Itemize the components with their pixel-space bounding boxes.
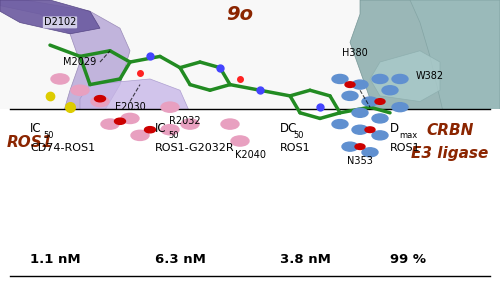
Circle shape xyxy=(144,127,156,133)
Text: W382: W382 xyxy=(416,71,444,81)
Polygon shape xyxy=(80,79,190,152)
Circle shape xyxy=(71,85,89,95)
Text: D: D xyxy=(390,122,399,135)
Circle shape xyxy=(362,97,378,106)
Circle shape xyxy=(231,136,249,146)
Circle shape xyxy=(392,74,408,83)
Text: CRBN: CRBN xyxy=(426,123,474,138)
Bar xyxy=(0,0,500,175)
Text: M2029: M2029 xyxy=(64,57,96,67)
Circle shape xyxy=(101,119,119,129)
Circle shape xyxy=(51,74,69,84)
Text: IC: IC xyxy=(30,122,42,135)
Polygon shape xyxy=(0,0,130,175)
Text: R2032: R2032 xyxy=(169,116,201,126)
Circle shape xyxy=(114,118,126,124)
Circle shape xyxy=(375,99,385,104)
Text: 50: 50 xyxy=(168,131,178,140)
Circle shape xyxy=(355,144,365,149)
Circle shape xyxy=(181,119,199,129)
Circle shape xyxy=(342,142,358,151)
Circle shape xyxy=(94,96,106,102)
Text: IC: IC xyxy=(155,122,166,135)
Text: K2040: K2040 xyxy=(234,150,266,160)
Text: N353: N353 xyxy=(347,156,373,166)
Circle shape xyxy=(372,131,388,140)
Circle shape xyxy=(352,125,368,134)
Circle shape xyxy=(91,96,109,107)
Text: ROS1-G2032R: ROS1-G2032R xyxy=(155,143,234,153)
Polygon shape xyxy=(350,0,500,175)
Circle shape xyxy=(392,103,408,112)
Text: CD74-ROS1: CD74-ROS1 xyxy=(30,143,95,153)
Polygon shape xyxy=(130,118,260,175)
Circle shape xyxy=(342,91,358,100)
Circle shape xyxy=(382,86,398,95)
Text: 50: 50 xyxy=(293,131,304,140)
Text: 6.3 nM: 6.3 nM xyxy=(155,253,206,266)
Text: max: max xyxy=(399,131,417,140)
Text: 3.8 nM: 3.8 nM xyxy=(280,253,331,266)
Circle shape xyxy=(121,113,139,124)
Circle shape xyxy=(365,127,375,133)
Text: DC: DC xyxy=(280,122,297,135)
Circle shape xyxy=(372,74,388,83)
Circle shape xyxy=(161,125,179,135)
Polygon shape xyxy=(410,0,500,175)
Circle shape xyxy=(221,119,239,129)
Text: ROS1: ROS1 xyxy=(280,143,310,153)
Text: E2030: E2030 xyxy=(114,102,146,112)
Text: 9o: 9o xyxy=(226,5,254,24)
Text: 50: 50 xyxy=(43,131,54,140)
Text: 1.1 nM: 1.1 nM xyxy=(30,253,80,266)
Circle shape xyxy=(332,120,348,129)
Text: H380: H380 xyxy=(342,49,368,58)
Polygon shape xyxy=(370,51,440,102)
Text: E3 ligase: E3 ligase xyxy=(412,146,488,161)
Polygon shape xyxy=(0,0,100,34)
Circle shape xyxy=(345,82,355,87)
Text: 99 %: 99 % xyxy=(390,253,426,266)
Text: ROS1: ROS1 xyxy=(7,135,53,150)
Circle shape xyxy=(352,80,368,89)
Circle shape xyxy=(161,102,179,112)
Text: D2102: D2102 xyxy=(44,17,76,27)
Circle shape xyxy=(352,108,368,117)
Text: ROS1: ROS1 xyxy=(390,143,420,153)
Circle shape xyxy=(332,74,348,83)
Circle shape xyxy=(372,114,388,123)
Circle shape xyxy=(362,148,378,157)
Bar xyxy=(0,109,500,282)
Circle shape xyxy=(131,130,149,140)
